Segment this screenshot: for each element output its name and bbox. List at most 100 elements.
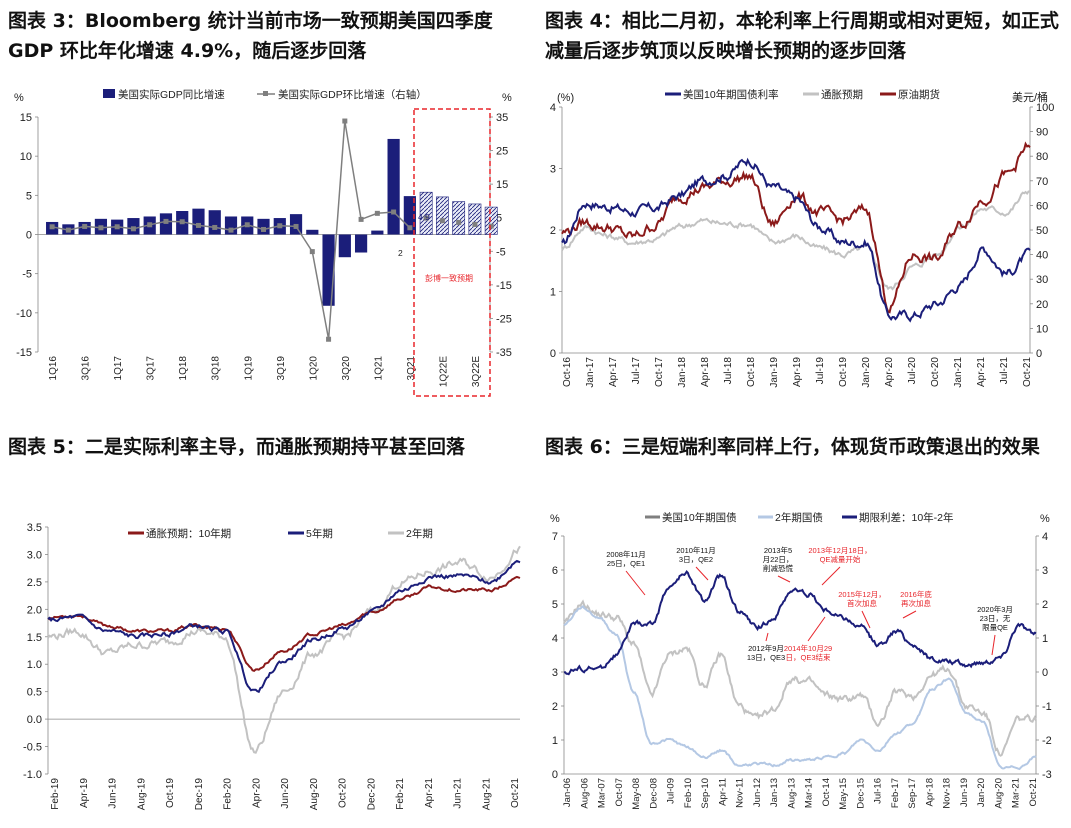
chart3-x-tick-label: Oct-19 xyxy=(165,778,176,808)
chart4-left-tick-label: 3 xyxy=(552,667,558,679)
chart2-right-tick-label: 0 xyxy=(1036,348,1042,360)
chart1-right-tick-label: 5 xyxy=(496,213,502,225)
chart4-x-tick-label: Mar-21 xyxy=(1011,778,1022,808)
chart2-right-tick-label: 40 xyxy=(1036,250,1048,262)
gdp-qoq-point xyxy=(488,223,494,229)
chart4-right-tick-label: 1 xyxy=(1042,633,1048,645)
gdp-qoq-point xyxy=(342,118,348,124)
term-spread-line xyxy=(563,569,1037,676)
chart4-legend-2: 期限利差：10年-2年 xyxy=(859,511,954,524)
gdp-qoq-point xyxy=(98,225,104,231)
chart1-legend-line: 美国实际GDP环比增速（右轴） xyxy=(278,88,427,101)
chart3-x-tick-label: Dec-20 xyxy=(366,778,377,811)
chart2-right-tick-label: 100 xyxy=(1036,102,1054,114)
chart2-x-tick-label: Oct-19 xyxy=(838,357,849,387)
chart4-left-tick-label: 4 xyxy=(552,633,558,645)
chart4-annotation-arrow xyxy=(902,610,917,619)
chart2-x-tick-label: Jan-19 xyxy=(769,357,780,388)
gdp-qoq-point xyxy=(147,222,153,228)
chart4-annotation-arrow xyxy=(807,616,826,642)
chart4-x-tick-label: Nov-11 xyxy=(735,778,746,808)
gdp-yoy-bar xyxy=(338,234,351,258)
chart1-x-tick-label: 3Q19 xyxy=(276,356,287,381)
treasury-10y-line xyxy=(563,599,1037,757)
chart4-left-tick-label: 5 xyxy=(552,599,558,611)
chart4-annotation-arrow xyxy=(861,610,871,629)
chart4-x-tick-label: Dec-08 xyxy=(648,778,659,809)
chart3-x-tick-label: Aug-20 xyxy=(309,778,320,811)
chart4-x-tick-label: Feb-10 xyxy=(683,778,694,808)
gdp-qoq-point xyxy=(456,219,462,225)
gdp-qoq-point xyxy=(439,218,445,224)
chart4-x-tick-label: Aug-06 xyxy=(579,778,590,809)
annot-2: 2 xyxy=(398,248,403,258)
gdp-qoq-point xyxy=(179,219,185,225)
chart4-annotation-arrow xyxy=(765,632,769,642)
annot-4-9: 4.9 xyxy=(418,212,430,222)
chart4-annotation-arrow xyxy=(625,570,646,596)
gdp-qoq-point xyxy=(49,224,55,230)
chart2-right-tick-label: 50 xyxy=(1036,225,1048,237)
chart3-left-tick-label: 3.5 xyxy=(27,522,42,534)
chart4-left-tick-label: 6 xyxy=(552,565,558,577)
chart1-legend-bar: 美国实际GDP同比增速 xyxy=(118,88,225,101)
chart2-marks xyxy=(561,141,1031,323)
gdp-qoq-point xyxy=(244,222,250,228)
chart1-x-tick-label: 3Q20 xyxy=(341,356,352,381)
chart4-right-tick-label: -3 xyxy=(1042,769,1052,781)
chart1-legend-swatch-marker xyxy=(263,91,268,96)
gdp-yoy-bar xyxy=(452,201,466,235)
chart1-x-tick-label: 3Q18 xyxy=(211,356,222,381)
chart3-x-tick-label: Oct-21 xyxy=(510,778,521,808)
chart2-x-tick-label: Oct-16 xyxy=(562,357,573,387)
chart4-legend-1: 2年期国债 xyxy=(775,511,823,524)
chart3-left-tick-label: 3.0 xyxy=(27,549,42,561)
chart2-left-tick-label: 2 xyxy=(550,225,556,237)
chart4-right-tick-label: 0 xyxy=(1042,667,1048,679)
chart4-right-tick-label: -2 xyxy=(1042,735,1052,747)
chart4-annotation-arrow xyxy=(695,566,709,581)
chart4-right-tick-label: 3 xyxy=(1042,565,1048,577)
chart3-legend-0: 通胀预期：10年期 xyxy=(146,527,231,540)
chart2-right-tick-label: 60 xyxy=(1036,200,1048,212)
chart1-left-tick-label: 15 xyxy=(20,112,32,124)
chart3-x-tick-label: Jun-21 xyxy=(453,778,464,809)
chart2-left-tick-label: 0 xyxy=(550,348,556,360)
chart2-left-unit: (%) xyxy=(557,92,574,104)
chart4-x-tick-label: Aug-13 xyxy=(786,778,797,809)
chart1-left-tick-label: -5 xyxy=(22,269,32,281)
chart4-annotation: 2013年5 月22日，削减恐慌 xyxy=(763,545,794,573)
chart1-marks xyxy=(46,118,498,342)
chart1-right-unit: % xyxy=(502,92,512,104)
chart2-left-tick-label: 3 xyxy=(550,164,556,176)
inflation-expectation-line xyxy=(561,190,1031,291)
chart3-left-tick-label: 2.5 xyxy=(27,577,42,589)
chart3-x-tick-label: Apr-21 xyxy=(424,778,435,808)
gdp-yoy-bar xyxy=(159,213,173,235)
chart1-x-tick-label: 1Q22E xyxy=(438,356,449,387)
chart4-x-tick-label: Jan-20 xyxy=(976,778,987,807)
chart1-x-tick-label: 3Q16 xyxy=(81,356,92,381)
chart2-x-tick-label: Oct-20 xyxy=(930,357,941,387)
chart4-left-tick-label: 1 xyxy=(552,735,558,747)
chart1-x-tick-label: 3Q17 xyxy=(146,356,157,381)
chart1-left-unit: % xyxy=(14,92,24,104)
chart3-legend-1: 5年期 xyxy=(306,527,333,540)
chart1-x-tick-label: 3Q22E xyxy=(471,356,482,387)
chart2-right-tick-label: 80 xyxy=(1036,151,1048,163)
chart2-title: 图表 4：相比二月初，本轮利率上行周期或相对更短，如正式减量后逐步筑顶以反映增长… xyxy=(545,10,1059,62)
breakeven-5y-line xyxy=(47,559,521,694)
chart1-x-tick-label: 1Q17 xyxy=(113,356,124,381)
consensus-forecast-box xyxy=(413,108,491,397)
chart1-left-tick-label: -15 xyxy=(16,347,32,359)
chart2-x-tick-label: Jul-21 xyxy=(999,357,1010,385)
chart1-axes: 15 10 5 0 -5 -10 -15 35 25 15 5 -5 -15 -25 -35 1Q16 3Q16… xyxy=(16,112,512,387)
chart2-x-tick-label: Jul-17 xyxy=(631,357,642,385)
chart3-x-tick-label: Feb-21 xyxy=(395,778,406,810)
gdp-qoq-point xyxy=(423,215,429,221)
chart2-x-tick-label: Apr-20 xyxy=(884,357,895,387)
chart4-x-tick-label: Apr-18 xyxy=(924,778,935,807)
